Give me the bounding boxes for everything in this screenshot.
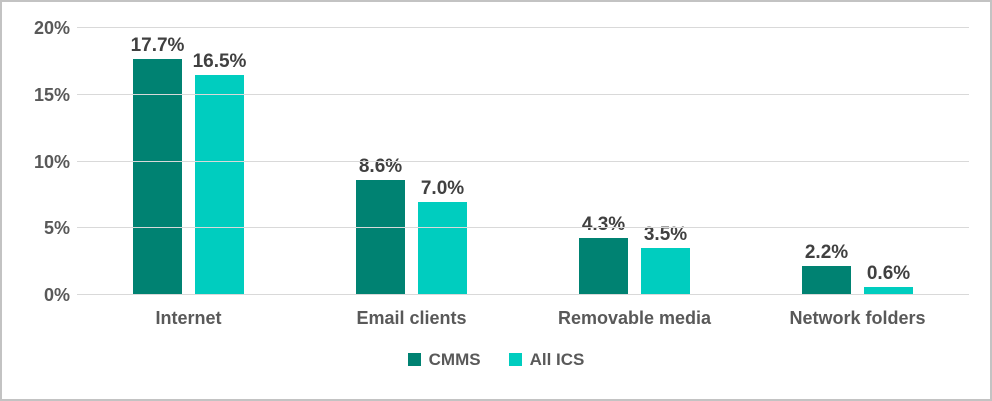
bar-value-label: 0.6% bbox=[866, 263, 911, 284]
bar-cmms: 4.3% bbox=[579, 214, 628, 295]
bar-cmms: 8.6% bbox=[356, 156, 405, 295]
y-tick-label: 20% bbox=[33, 18, 70, 38]
bar-value-label: 2.2% bbox=[804, 241, 849, 263]
category-label: Network folders bbox=[789, 308, 926, 328]
legend-item: All ICS bbox=[508, 350, 585, 369]
category-label: Internet bbox=[155, 308, 222, 328]
bar-group: 2.2% 0.6% bbox=[746, 28, 969, 295]
bar-all-ics: 0.6% bbox=[864, 263, 913, 295]
gridline bbox=[77, 227, 969, 229]
category-label: Removable media bbox=[557, 308, 712, 328]
gridline bbox=[77, 294, 969, 295]
bar-value-label: 7.0% bbox=[420, 177, 465, 199]
bar-value-label: 3.5% bbox=[643, 224, 688, 246]
bar-group: 17.7% 16.5% bbox=[77, 28, 300, 295]
y-tick-label: 5% bbox=[43, 218, 70, 239]
bar-value-label: 4.3% bbox=[581, 213, 626, 235]
bar-all-ics: 3.5% bbox=[641, 224, 690, 295]
legend-swatch bbox=[407, 353, 421, 366]
y-tick-label: 0% bbox=[43, 285, 70, 305]
bar-value-label: 17.7% bbox=[130, 34, 185, 56]
legend-swatch bbox=[508, 353, 522, 366]
bar-all-ics: 7.0% bbox=[418, 178, 467, 295]
plot-area: 17.7% 16.5% 8.6% 7.0% 4.3% 3.5% 2.2% 0.6% bbox=[77, 27, 969, 295]
bar-group: 4.3% 3.5% bbox=[523, 28, 746, 295]
legend: CMMS All ICS bbox=[2, 351, 990, 368]
legend-item: CMMS bbox=[407, 350, 481, 369]
bar-cmms: 2.2% bbox=[802, 242, 851, 295]
y-tick-label: 10% bbox=[33, 151, 70, 172]
legend-label: All ICS bbox=[529, 350, 585, 369]
legend-label: CMMS bbox=[428, 350, 481, 369]
y-tick-label: 15% bbox=[33, 84, 70, 105]
category-labels: Internet Email clients Removable media Netw… bbox=[77, 308, 969, 329]
gridline bbox=[77, 27, 969, 28]
bar-cmms: 17.7% bbox=[131, 35, 184, 295]
gridline bbox=[77, 93, 969, 95]
bar-value-label: 8.6% bbox=[358, 156, 403, 178]
bar-groups: 17.7% 16.5% 8.6% 7.0% 4.3% 3.5% 2.2% 0.6% bbox=[77, 28, 969, 295]
category-label: Email clients bbox=[356, 308, 467, 328]
y-axis: 0% 5% 10% 15% 20% bbox=[12, 19, 70, 304]
bar-all-ics: 16.5% bbox=[193, 51, 246, 295]
bar-value-label: 16.5% bbox=[192, 50, 247, 72]
bar-group: 8.6% 7.0% bbox=[300, 28, 523, 295]
gridline bbox=[77, 160, 969, 162]
